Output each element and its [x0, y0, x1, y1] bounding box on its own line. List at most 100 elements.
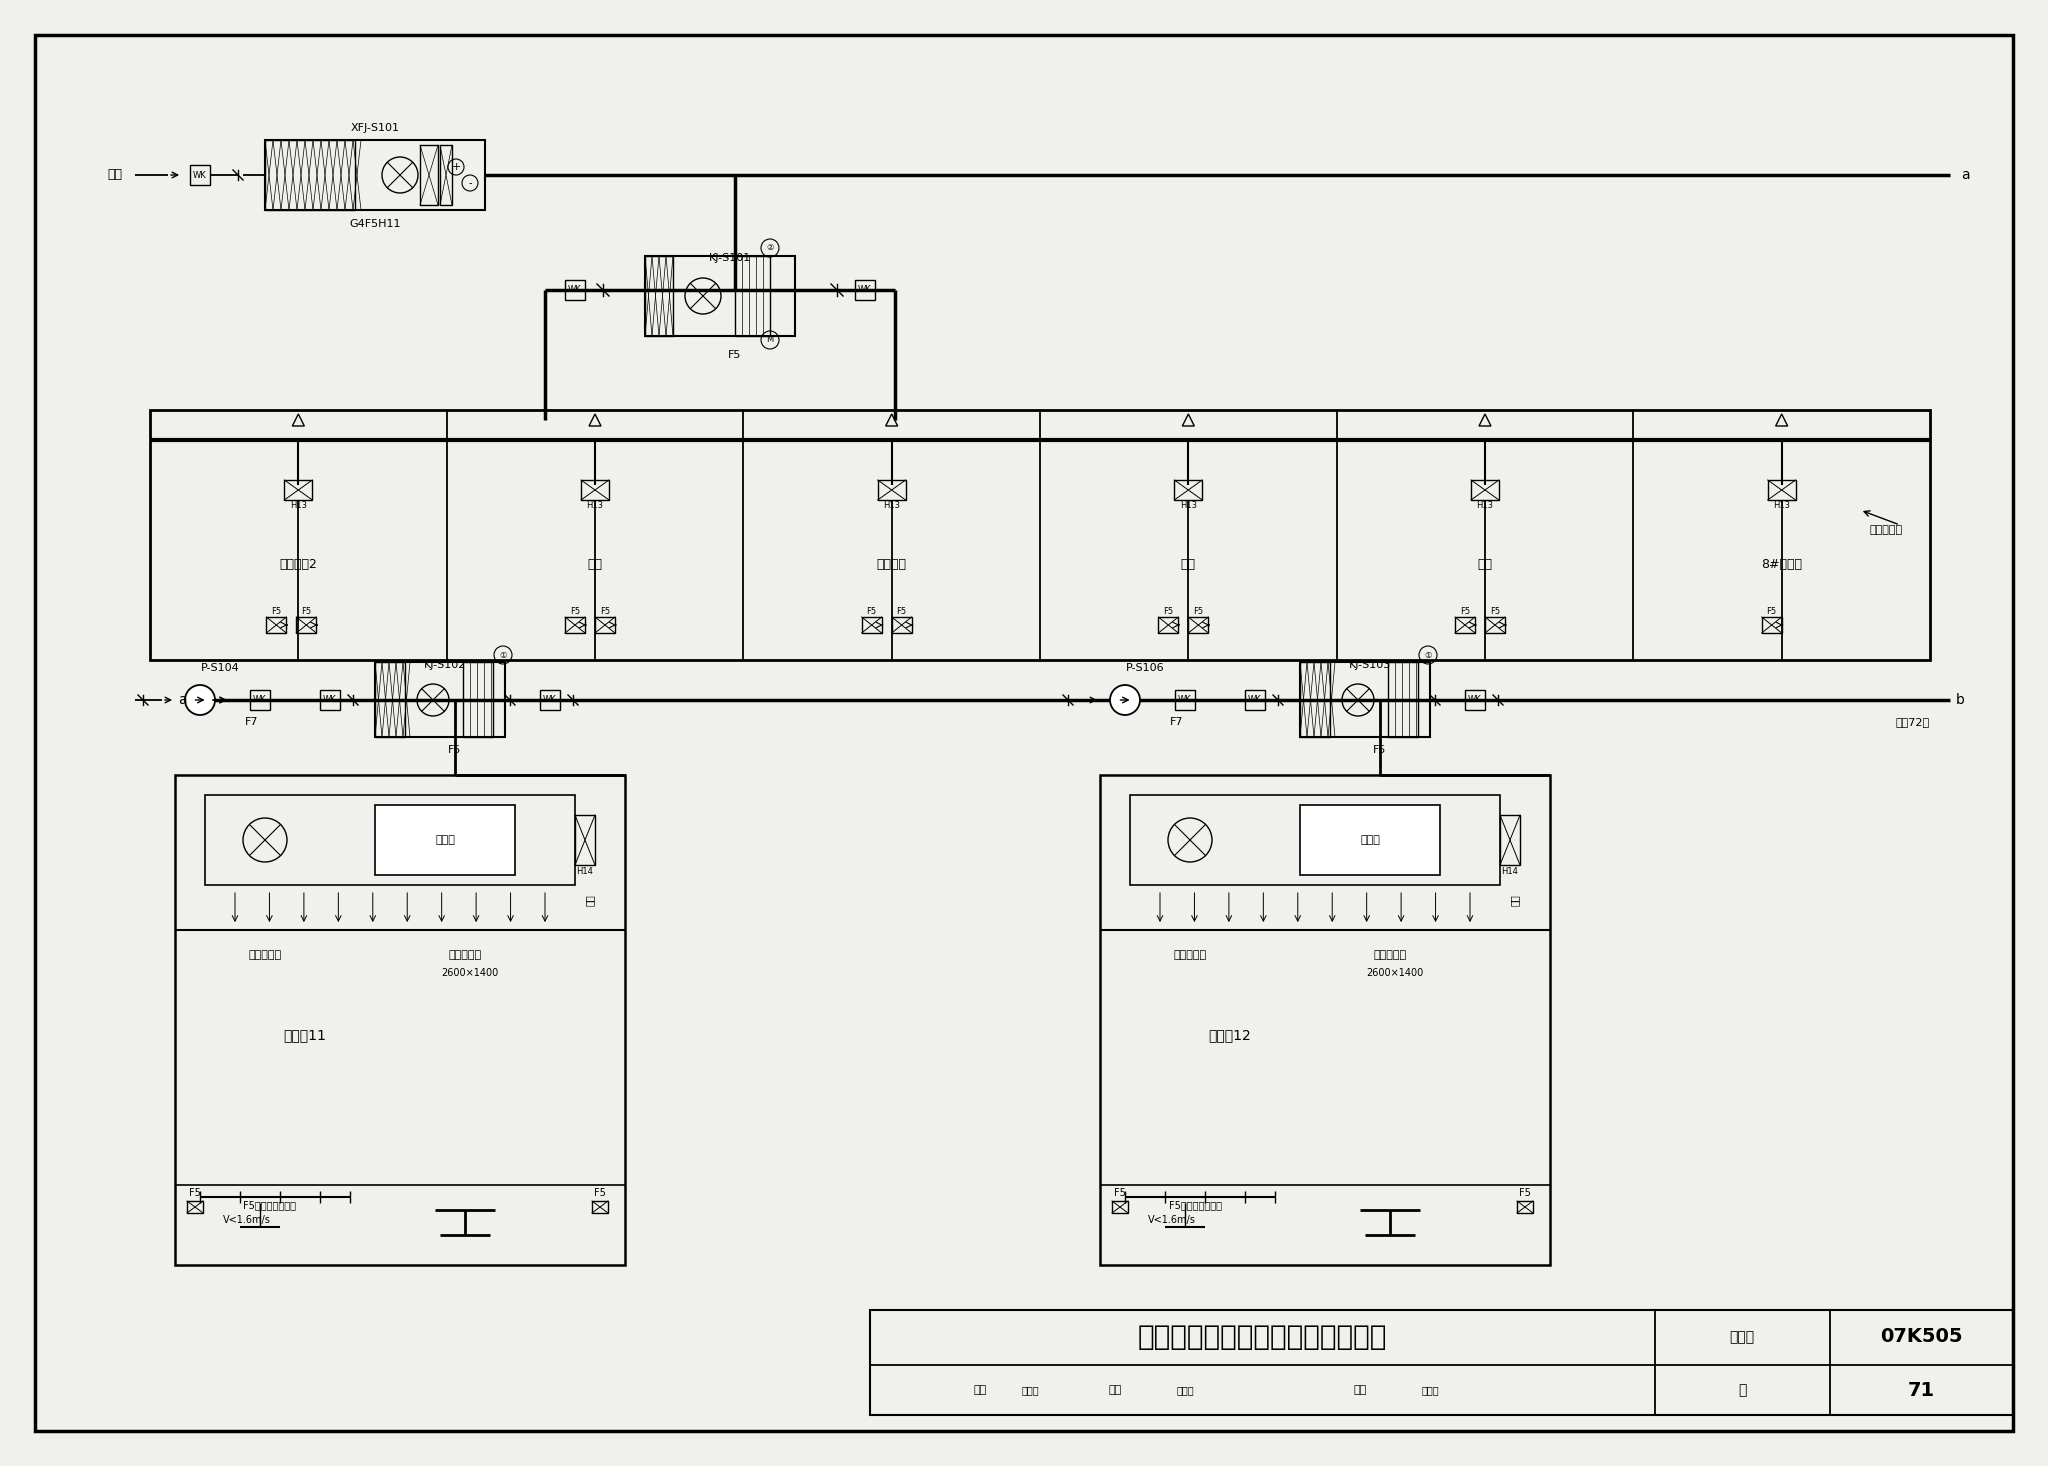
- Text: F7: F7: [1169, 717, 1184, 727]
- Text: 纱网阻尼层: 纱网阻尼层: [1374, 950, 1407, 960]
- Text: WK: WK: [1468, 695, 1483, 705]
- Bar: [190, 166, 211, 185]
- Text: b: b: [1956, 693, 1964, 707]
- Text: 谈话: 谈话: [1182, 559, 1196, 572]
- Bar: [645, 257, 674, 336]
- Text: V<1.6m/s: V<1.6m/s: [1149, 1215, 1196, 1226]
- Text: 纱网阻尼层: 纱网阻尼层: [1870, 525, 1903, 535]
- Bar: [1518, 1201, 1534, 1212]
- Text: H14: H14: [578, 866, 594, 875]
- Bar: [1454, 617, 1475, 633]
- Text: G4F5H11: G4F5H11: [350, 218, 401, 229]
- Text: F5: F5: [729, 350, 741, 361]
- Bar: [1188, 617, 1208, 633]
- Bar: [1464, 690, 1485, 710]
- Bar: [1767, 479, 1796, 500]
- Text: 07K505: 07K505: [1880, 1328, 1962, 1346]
- Bar: [1130, 795, 1499, 885]
- Bar: [1470, 479, 1499, 500]
- Text: 缓冲: 缓冲: [1477, 559, 1493, 572]
- Text: KJ-S103: KJ-S103: [1350, 660, 1391, 670]
- Bar: [1159, 617, 1178, 633]
- Bar: [264, 139, 485, 210]
- Bar: [1389, 663, 1417, 737]
- Bar: [596, 617, 614, 633]
- Circle shape: [184, 685, 215, 715]
- Bar: [582, 479, 608, 500]
- Text: F5: F5: [1114, 1187, 1126, 1198]
- Bar: [375, 805, 514, 875]
- Bar: [420, 145, 438, 205]
- Bar: [186, 1201, 203, 1212]
- Text: 接至72页: 接至72页: [1896, 717, 1929, 727]
- Text: 校对: 校对: [1108, 1385, 1122, 1396]
- Bar: [1176, 690, 1194, 710]
- Text: F5: F5: [866, 607, 877, 616]
- Bar: [264, 139, 354, 210]
- Text: F5: F5: [1194, 607, 1204, 616]
- Bar: [565, 617, 586, 633]
- Bar: [879, 479, 905, 500]
- Text: a: a: [178, 693, 186, 707]
- Text: 护士控制: 护士控制: [877, 559, 907, 572]
- Text: F5: F5: [600, 607, 610, 616]
- Text: H14: H14: [1501, 866, 1518, 875]
- Text: F5: F5: [1163, 607, 1174, 616]
- Bar: [565, 280, 586, 301]
- Text: WK: WK: [543, 695, 557, 705]
- Bar: [440, 145, 453, 205]
- Text: ①: ①: [500, 651, 506, 660]
- Text: 袁白妹: 袁白妹: [1022, 1385, 1038, 1396]
- Bar: [575, 815, 596, 865]
- Text: F5: F5: [1374, 745, 1386, 755]
- Text: +: +: [451, 163, 461, 172]
- Text: F5: F5: [449, 745, 461, 755]
- Text: 纱网阻尼层: 纱网阻尼层: [1174, 950, 1206, 960]
- Text: 设计: 设计: [1354, 1385, 1366, 1396]
- Text: KJ-S102: KJ-S102: [424, 660, 467, 670]
- Text: 洁净手术部净化空调系统图（一）: 洁净手术部净化空调系统图（一）: [1137, 1322, 1386, 1352]
- Text: 页: 页: [1739, 1382, 1747, 1397]
- Bar: [1499, 815, 1520, 865]
- Text: WK: WK: [193, 170, 207, 179]
- Text: XFJ-S101: XFJ-S101: [350, 123, 399, 133]
- Text: H13: H13: [586, 501, 604, 510]
- Text: 室外: 室外: [106, 169, 123, 182]
- Text: 手术室11: 手术室11: [283, 1028, 326, 1042]
- Text: ②: ②: [766, 243, 774, 252]
- Text: 手术室12: 手术室12: [1208, 1028, 1251, 1042]
- Text: 审核: 审核: [973, 1385, 987, 1396]
- Bar: [645, 257, 795, 336]
- Text: 图集号: 图集号: [1729, 1330, 1755, 1344]
- Text: ①: ①: [1423, 651, 1432, 660]
- Text: 洁净走廊2: 洁净走廊2: [279, 559, 317, 572]
- Bar: [1300, 663, 1329, 737]
- Circle shape: [1110, 685, 1141, 715]
- Text: H13: H13: [291, 501, 307, 510]
- Bar: [375, 663, 506, 737]
- Text: a: a: [1960, 169, 1970, 182]
- Text: 纱网阻尼层: 纱网阻尼层: [248, 950, 281, 960]
- Bar: [1485, 617, 1505, 633]
- Bar: [285, 479, 313, 500]
- Bar: [1761, 617, 1782, 633]
- Text: F5: F5: [1491, 607, 1499, 616]
- Bar: [1300, 663, 1430, 737]
- Text: 静压箱: 静压箱: [434, 836, 455, 844]
- Text: F5: F5: [301, 607, 311, 616]
- Bar: [1300, 805, 1440, 875]
- Text: WK: WK: [254, 695, 266, 705]
- Text: 纱网阻尼层: 纱网阻尼层: [449, 950, 481, 960]
- Text: 静压箱: 静压箱: [1360, 836, 1380, 844]
- Bar: [463, 663, 494, 737]
- Bar: [891, 617, 911, 633]
- Text: H13: H13: [883, 501, 901, 510]
- Text: 赵文成: 赵文成: [1176, 1385, 1194, 1396]
- Text: WK: WK: [324, 695, 336, 705]
- Bar: [541, 690, 559, 710]
- Bar: [266, 617, 287, 633]
- Text: 71: 71: [1907, 1381, 1935, 1400]
- Bar: [174, 776, 625, 1265]
- Text: 灯带: 灯带: [586, 894, 596, 906]
- Text: F7: F7: [246, 717, 258, 727]
